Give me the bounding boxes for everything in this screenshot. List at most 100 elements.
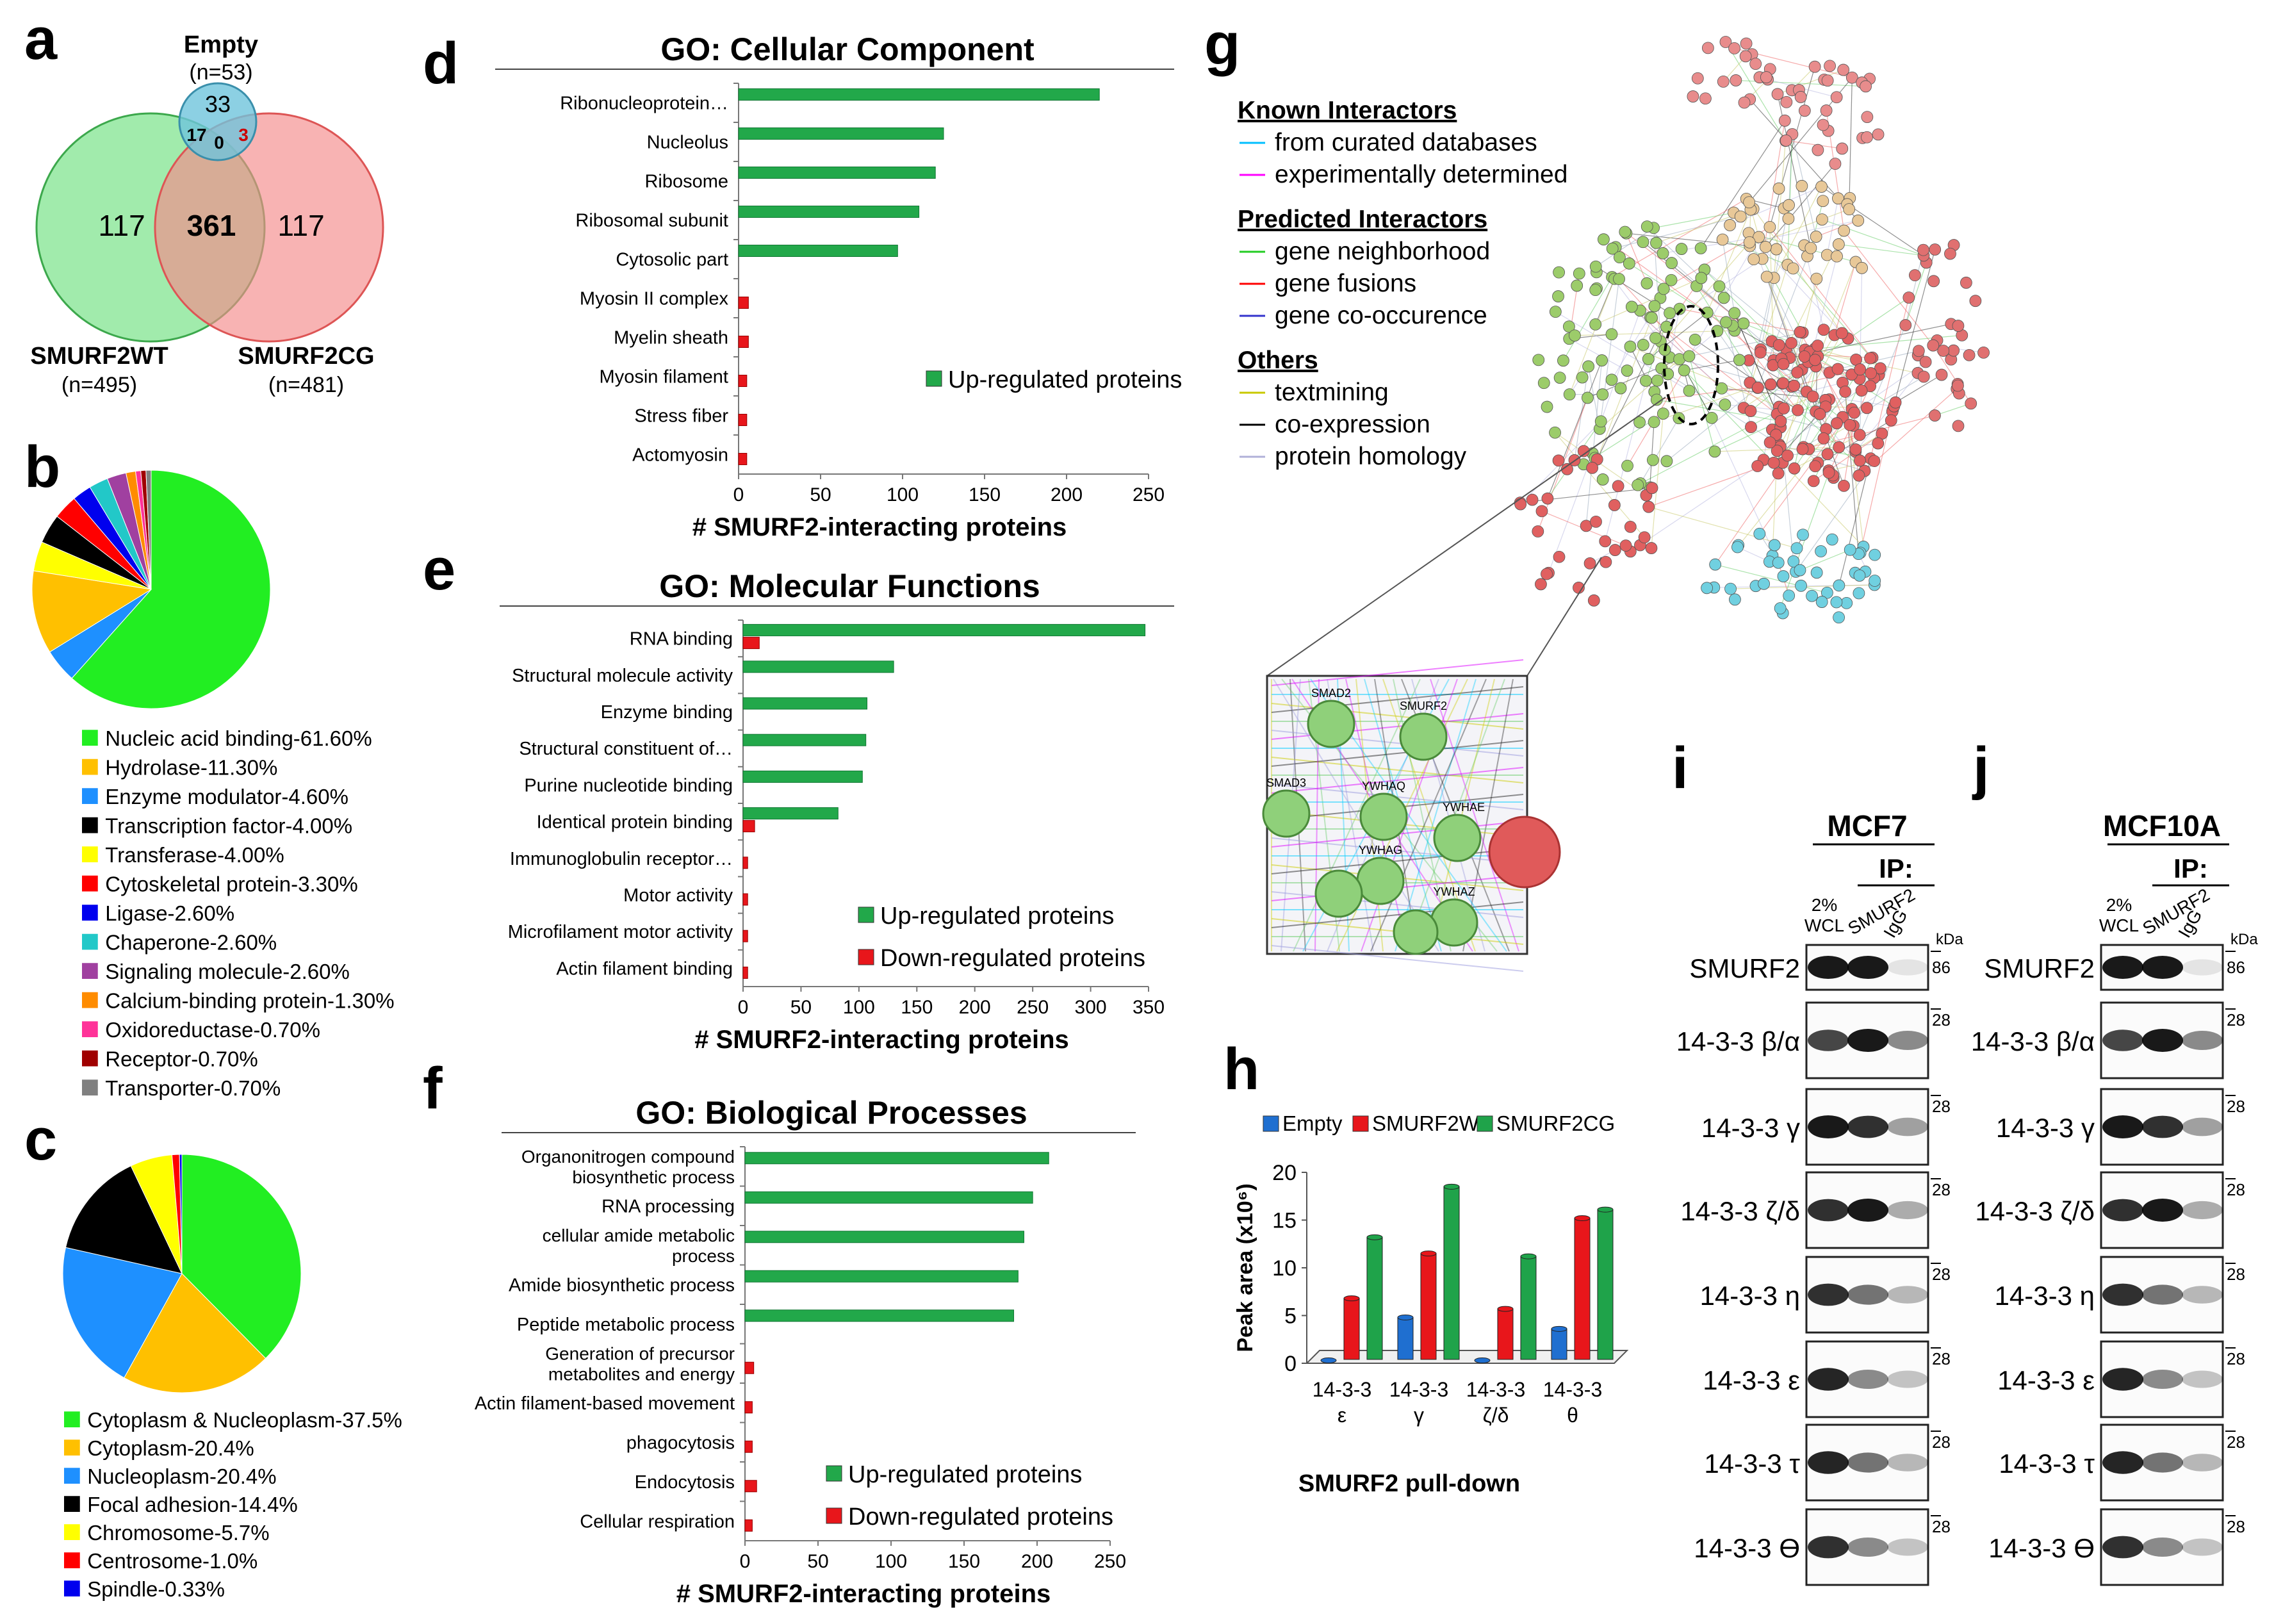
network-node xyxy=(1738,96,1751,109)
network-node xyxy=(1541,400,1553,413)
legend-label: Down-regulated proteins xyxy=(880,945,1145,972)
network-edge xyxy=(1843,425,1854,486)
network-node xyxy=(1788,379,1801,392)
category-label: Microfilament motor activity xyxy=(508,922,733,942)
network-node xyxy=(1646,454,1659,466)
network-node xyxy=(1815,596,1828,608)
bar-body xyxy=(1597,1209,1614,1360)
network-node xyxy=(1549,426,1561,439)
network-node xyxy=(1832,238,1845,250)
network-node xyxy=(1535,505,1548,518)
network-legend: Known Interactors from curated databases e… xyxy=(1238,97,1567,470)
network-node xyxy=(1902,291,1915,304)
inset-node xyxy=(1356,857,1405,905)
network-edge xyxy=(1700,120,1785,249)
bar-cap xyxy=(1343,1295,1360,1302)
x-tick-label: 200 xyxy=(1051,484,1083,505)
legend-label: Ligase-2.60% xyxy=(105,901,234,925)
category-label: RNA processing xyxy=(601,1196,735,1217)
network-node xyxy=(1751,460,1764,472)
bar-body xyxy=(1343,1298,1360,1360)
bar-cap xyxy=(1397,1314,1414,1320)
network-node xyxy=(1701,582,1713,595)
network-node xyxy=(1596,388,1609,401)
legend-label: Spindle-0.33% xyxy=(87,1577,225,1601)
network-edge xyxy=(1905,262,1927,325)
network-node xyxy=(1899,319,1912,331)
blot-band xyxy=(1887,1031,1928,1050)
bar-cap xyxy=(1551,1325,1567,1332)
venn-wt-label: SMURF2WT xyxy=(30,343,168,370)
panel-letter-b: b xyxy=(24,434,60,500)
network-node xyxy=(1734,210,1747,223)
network-node xyxy=(1944,247,1956,260)
bar-up xyxy=(738,127,944,140)
legend-swatch xyxy=(82,1050,98,1067)
bar-up xyxy=(744,1191,1033,1204)
category-label: Enzyme binding xyxy=(601,702,733,723)
network-node xyxy=(1780,135,1792,147)
bar-cap xyxy=(1597,1206,1614,1213)
network-node xyxy=(1683,384,1696,397)
blot-band xyxy=(2182,1538,2223,1556)
x-tick-label: 150 xyxy=(969,484,1001,505)
category-label: Nucleolus xyxy=(647,133,728,153)
network-edge xyxy=(1520,488,1653,504)
network-edge xyxy=(1657,399,1781,422)
network-node xyxy=(1632,479,1644,491)
network-node xyxy=(1749,58,1762,70)
inset-edge xyxy=(1293,678,1421,952)
blot-band xyxy=(1887,1538,1928,1556)
bar-cap xyxy=(1320,1357,1337,1364)
network-node xyxy=(1848,406,1861,419)
category-label: Identical protein binding xyxy=(537,812,733,833)
category-label: Actomyosin xyxy=(632,445,728,466)
blot-band xyxy=(1808,1029,1849,1051)
network-edge xyxy=(1769,227,1872,358)
legend-label: Cytoplasm-20.4% xyxy=(87,1436,254,1460)
network-node xyxy=(1821,74,1834,87)
network-node xyxy=(1586,461,1599,474)
category-label: Structural constituent of… xyxy=(519,739,733,759)
legend-swatch xyxy=(64,1580,80,1596)
network-node xyxy=(1852,214,1865,227)
bar-up xyxy=(744,1231,1024,1243)
category-label: Endocytosis xyxy=(635,1472,735,1493)
bar-down xyxy=(738,336,749,348)
network-node xyxy=(1794,564,1806,577)
network-node xyxy=(1831,417,1843,430)
inset-edge xyxy=(1271,901,1524,928)
blot-band xyxy=(1808,956,1849,979)
network-edge xyxy=(1595,277,1702,325)
legend-heading: Predicted Interactors xyxy=(1238,206,1487,233)
bar-body xyxy=(1551,1328,1567,1360)
network-edge xyxy=(1797,261,1856,411)
network-node xyxy=(1829,158,1842,170)
bar-down xyxy=(742,637,760,650)
legend-label: Up-regulated proteins xyxy=(880,903,1114,930)
blot-band xyxy=(2182,1201,2223,1220)
network-node xyxy=(1821,586,1833,599)
blot-row-label: SMURF2 xyxy=(1689,953,1800,983)
network-node xyxy=(1760,270,1773,283)
zoom-line xyxy=(1266,397,1666,677)
ip-label: IP: xyxy=(2173,853,2208,883)
network-node xyxy=(1689,333,1701,346)
network-node xyxy=(1865,367,1877,379)
inset-node-label: YWHAG xyxy=(1359,844,1402,857)
pie-slice xyxy=(145,470,152,590)
category-label: Myosin II complex xyxy=(580,289,729,309)
network-node xyxy=(1613,273,1625,285)
network-edge xyxy=(1749,277,1774,383)
pie-slice xyxy=(124,1273,266,1393)
x-tick-label: 150 xyxy=(901,997,933,1018)
inset-node xyxy=(1314,869,1363,918)
network-edge xyxy=(1849,78,1853,209)
network-edge xyxy=(1864,388,1958,472)
network-node xyxy=(1639,374,1652,387)
panel-letter-c: c xyxy=(24,1107,57,1172)
network-node xyxy=(1770,243,1783,256)
x-axis-label: # SMURF2-interacting proteins xyxy=(692,513,1067,541)
network-node xyxy=(1532,525,1544,537)
bar-body xyxy=(1420,1253,1437,1360)
